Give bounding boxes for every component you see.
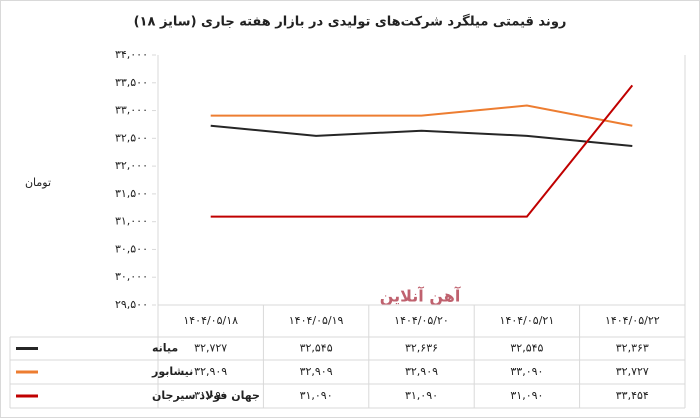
data-label: ۳۳,۰۹۰ [510, 365, 543, 378]
y-tick-label: ۳۱,۵۰۰ [115, 187, 148, 200]
y-tick-label: ۳۰,۰۰۰ [115, 270, 148, 283]
y-tick-label: ۳۰,۵۰۰ [115, 242, 148, 255]
series-line [210, 84, 634, 218]
data-label: ۳۲,۹۰۹ [405, 365, 438, 378]
watermark: آهن آنلاین [380, 286, 461, 306]
x-tick-label: ۱۴۰۴/۰۵/۱۹ [289, 314, 344, 327]
y-tick-label: ۳۴,۰۰۰ [115, 48, 148, 61]
data-label: ۳۲,۷۲۷ [194, 342, 227, 355]
data-label: ۳۳,۴۵۴ [616, 389, 649, 402]
legend-label: نیشابور [151, 365, 193, 378]
y-tick-label: ۲۹,۵۰۰ [115, 298, 148, 311]
data-label: ۳۱,۰۹۰ [510, 389, 543, 402]
legend-label: میانه [152, 342, 178, 355]
data-label: ۳۲,۵۴۵ [510, 342, 543, 355]
x-tick-label: ۱۴۰۴/۰۵/۲۲ [605, 314, 660, 327]
y-tick-label: ۳۲,۵۰۰ [115, 131, 148, 144]
data-label: ۳۱,۰۹۰ [405, 389, 438, 402]
x-tick-label: ۱۴۰۴/۰۵/۲۰ [394, 314, 449, 327]
x-tick-label: ۱۴۰۴/۰۵/۲۱ [500, 314, 555, 327]
data-label: ۳۲,۹۰۹ [194, 365, 227, 378]
y-tick-label: ۳۱,۰۰۰ [115, 215, 148, 228]
y-tick-label: ۳۳,۵۰۰ [115, 76, 148, 89]
data-label: ۳۲,۶۳۶ [405, 342, 438, 355]
chart-title: روند قیمتی میلگرد شرکت‌های تولیدی در باز… [134, 14, 567, 30]
series-line [210, 124, 633, 147]
y-tick-label: ۳۳,۰۰۰ [115, 104, 148, 117]
series-line [210, 104, 633, 127]
data-label: ۳۲,۳۶۳ [616, 342, 649, 355]
legend-label: جهان فولاد سیرجان [152, 389, 260, 402]
y-axis-label: تومان [25, 176, 51, 189]
data-label: ۳۲,۵۴۵ [300, 342, 333, 355]
data-label: ۳۱,۰۹۰ [300, 389, 333, 402]
data-label: ۳۲,۹۰۹ [300, 365, 333, 378]
y-tick-label: ۳۲,۰۰۰ [115, 159, 148, 172]
data-label: ۳۱,۰۹۰ [194, 389, 227, 402]
x-tick-label: ۱۴۰۴/۰۵/۱۸ [183, 314, 238, 327]
data-label: ۳۲,۷۲۷ [616, 365, 649, 378]
